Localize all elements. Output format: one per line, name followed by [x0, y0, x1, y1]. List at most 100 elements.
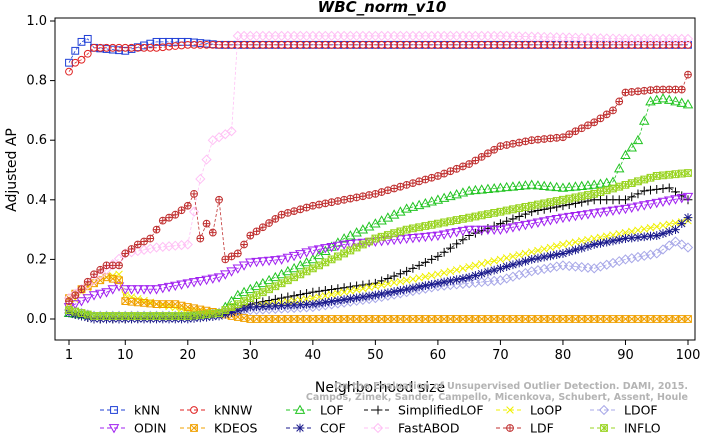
data-point [626, 203, 637, 213]
data-point [459, 214, 467, 223]
data-point [607, 257, 619, 269]
data-point [540, 135, 548, 143]
legend-marker [598, 404, 610, 416]
data-point [365, 237, 374, 246]
data-point [377, 289, 387, 299]
data-point [396, 183, 404, 191]
data-point [415, 274, 423, 282]
data-point [496, 263, 505, 273]
data-point [457, 226, 469, 237]
data-point [595, 178, 606, 188]
data-point [684, 71, 692, 79]
data-point [202, 310, 211, 319]
data-point [171, 300, 180, 308]
data-point [270, 256, 281, 266]
data-point [359, 192, 367, 200]
legend-marker [506, 424, 514, 432]
data-point [659, 221, 667, 230]
data-point [188, 278, 200, 288]
data-point [420, 281, 430, 291]
data-point [538, 217, 550, 227]
data-point [453, 165, 461, 173]
data-point [645, 96, 656, 106]
data-point [321, 258, 330, 267]
data-point [338, 240, 350, 250]
data-point [482, 183, 494, 193]
data-point [340, 196, 348, 204]
data-point [390, 40, 399, 49]
data-point [534, 246, 542, 255]
data-point [577, 243, 587, 253]
data-point [615, 98, 623, 105]
data-point [521, 249, 530, 258]
data-point [432, 231, 444, 241]
legend-marker [294, 404, 306, 414]
data-point [409, 275, 417, 283]
data-point [295, 300, 305, 310]
data-point [201, 275, 212, 286]
data-point [570, 211, 581, 222]
data-point [227, 40, 236, 49]
data-point [684, 169, 692, 177]
data-point [401, 203, 412, 213]
data-point [208, 309, 217, 318]
data-point [657, 244, 669, 255]
data-point [445, 190, 456, 201]
data-point [559, 133, 567, 141]
data-point [601, 177, 612, 187]
data-point [502, 206, 511, 215]
data-point [446, 217, 455, 226]
data-point [315, 293, 323, 301]
data-point [96, 43, 105, 52]
data-point [265, 285, 273, 294]
data-point [601, 207, 612, 217]
series-ldf [65, 70, 692, 306]
legend-marker [506, 406, 514, 414]
data-point [602, 40, 611, 49]
data-point [157, 284, 169, 294]
data-point [564, 247, 574, 257]
data-point [471, 271, 480, 280]
data-point [302, 40, 311, 49]
data-point [357, 224, 369, 234]
data-point [659, 86, 667, 93]
data-point [327, 255, 336, 264]
data-point [165, 37, 173, 46]
data-point [640, 175, 649, 184]
data-point [153, 226, 160, 233]
data-point [176, 280, 187, 290]
data-point [277, 293, 286, 303]
y-axis-label: Adjusted AP [4, 128, 20, 212]
data-point [638, 115, 650, 125]
data-point [251, 257, 262, 268]
data-point [383, 288, 393, 298]
data-point [171, 42, 180, 50]
data-point [290, 273, 298, 282]
data-point [165, 302, 173, 311]
legend-item-ldof: LDOF [590, 403, 658, 418]
data-point [159, 217, 167, 225]
legend-marker [373, 405, 383, 415]
data-point [614, 256, 625, 267]
data-point [664, 183, 674, 193]
data-point [570, 181, 581, 191]
data-point [108, 274, 117, 283]
data-point [253, 227, 260, 235]
legend-item-fastabod: FastABOD [364, 421, 460, 434]
data-point [634, 87, 642, 95]
data-point [653, 86, 661, 93]
data-point [439, 277, 449, 287]
data-point [490, 209, 499, 217]
data-point [682, 99, 694, 109]
data-point [558, 249, 568, 258]
data-point [421, 272, 430, 281]
data-point [634, 177, 642, 186]
data-point [234, 250, 242, 257]
data-point [258, 288, 267, 297]
data-point [609, 184, 617, 193]
data-point [565, 239, 573, 248]
data-point [601, 259, 612, 270]
data-point [507, 271, 519, 282]
data-point [145, 285, 156, 295]
data-point [146, 39, 155, 48]
